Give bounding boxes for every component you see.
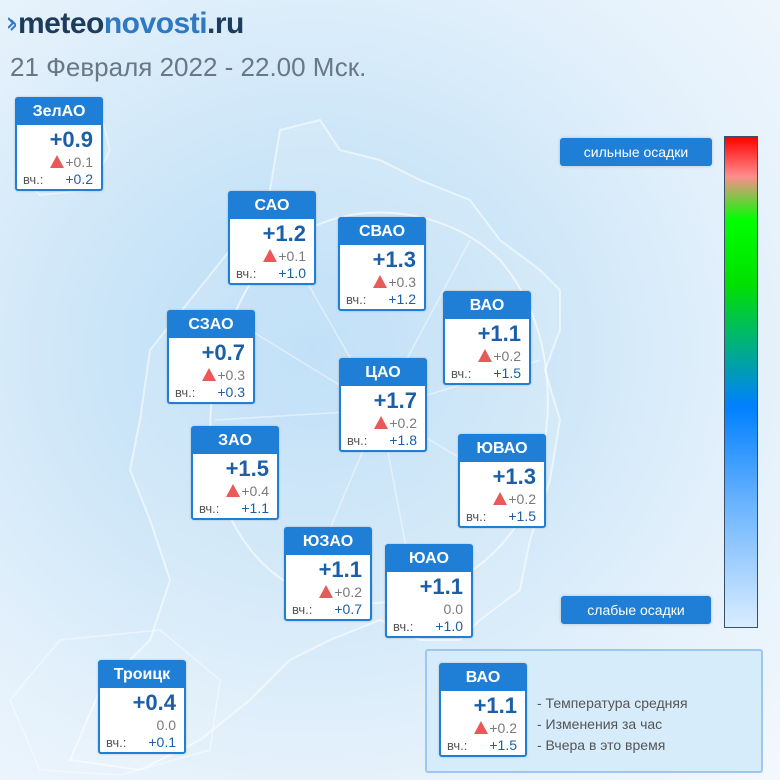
weak-precipitation-label: слабые осадки (561, 596, 711, 624)
trend-up-icon (373, 275, 388, 288)
hourly-change: +0.4 (226, 483, 269, 499)
yesterday-temp: +1.2 (388, 291, 416, 307)
trend-up-icon (226, 484, 241, 497)
district-temp: +0.4 (132, 690, 176, 715)
yesterday-label: вч.: (236, 266, 257, 281)
trend-up-icon (319, 585, 334, 598)
new-moscow-outline (9, 629, 221, 776)
legend-item-change: - Изменения за час (537, 716, 663, 732)
forecast-date: 21 Февраля 2022 - 22.00 Мск. (10, 52, 367, 82)
district-temp: +1.1 (473, 693, 517, 718)
district-card-troitsk[interactable]: Троицк +0.4 0.0 вч.: +0.1 (98, 660, 186, 754)
hourly-change: 0.0 (443, 601, 463, 617)
district-temp: +1.1 (318, 557, 362, 582)
trend-up-icon (374, 416, 389, 429)
district-temp: +1.7 (373, 388, 417, 413)
district-name: ВАО (445, 293, 529, 319)
yesterday-temp: +1.5 (489, 737, 517, 753)
yesterday-label: вч.: (346, 292, 367, 307)
hourly-change: +0.3 (202, 367, 245, 383)
district-card-szao[interactable]: СЗАО +0.7 +0.3 вч.: +0.3 (167, 310, 255, 404)
district-lines (214, 239, 541, 621)
district-temp: +1.3 (492, 464, 536, 489)
yesterday-label: вч.: (393, 619, 414, 634)
yesterday-label: вч.: (199, 501, 220, 516)
district-card-yuzao[interactable]: ЮЗАО +1.1 +0.2 вч.: +0.7 (284, 527, 372, 621)
legend-item-yesterday: - Вчера в это время (537, 737, 666, 753)
district-temp: +1.2 (262, 221, 306, 246)
trend-up-icon (202, 368, 217, 381)
district-temp: +1.3 (372, 247, 416, 272)
district-card-zao[interactable]: ЗАО +1.5 +0.4 вч.: +1.1 (191, 426, 279, 520)
yesterday-label: вч.: (292, 602, 313, 617)
hourly-change: 0.0 (156, 717, 176, 733)
yesterday-temp: +1.1 (241, 500, 269, 516)
hourly-change: +0.2 (319, 584, 362, 600)
yesterday-temp: +0.2 (65, 171, 93, 187)
district-card-yuao[interactable]: ЮАО +1.1 0.0 вч.: +1.0 (385, 544, 473, 638)
district-temp: +0.7 (201, 340, 245, 365)
sample-district-card: ВАО +1.1 +0.2 вч.: +1.5 (439, 663, 527, 757)
site-logo[interactable]: meteonovosti.ru (8, 6, 244, 42)
district-temp: +1.1 (419, 574, 463, 599)
hourly-change: +0.2 (374, 415, 417, 431)
hourly-change: +0.2 (493, 491, 536, 507)
district-name: Троицк (100, 662, 184, 688)
hourly-change: +0.2 (474, 720, 517, 736)
yesterday-label: вч.: (175, 385, 196, 400)
district-name: ЗАО (193, 428, 277, 454)
hourly-change: +0.3 (373, 274, 416, 290)
district-card-yuvao[interactable]: ЮВАО +1.3 +0.2 вч.: +1.5 (458, 434, 546, 528)
yesterday-label: вч.: (466, 509, 487, 524)
hourly-change: +0.1 (50, 154, 93, 170)
logo-ru: .ru (207, 7, 244, 40)
precipitation-color-scale (724, 136, 758, 628)
district-name: СЗАО (169, 312, 253, 338)
yesterday-temp: +0.1 (148, 734, 176, 750)
district-name: САО (230, 193, 314, 219)
district-card-cao[interactable]: ЦАО +1.7 +0.2 вч.: +1.8 (339, 358, 427, 452)
legend-items: - Температура средняя - Изменения за час… (537, 693, 688, 756)
hourly-change: +0.2 (478, 348, 521, 364)
logo-arrows-icon (8, 17, 16, 31)
district-name: ЗелАО (17, 99, 101, 125)
yesterday-temp: +1.0 (278, 265, 306, 281)
district-name: ЮАО (387, 546, 471, 572)
trend-up-icon (493, 492, 508, 505)
district-card-sao[interactable]: САО +1.2 +0.1 вч.: +1.0 (228, 191, 316, 285)
yesterday-temp: +1.5 (508, 508, 536, 524)
district-name: ЦАО (341, 360, 425, 386)
logo-novosti: novosti (103, 7, 208, 40)
trend-up-icon (478, 349, 493, 362)
trend-up-icon (474, 721, 489, 734)
yesterday-temp: +1.0 (435, 618, 463, 634)
yesterday-label: вч.: (447, 738, 468, 753)
district-card-svao[interactable]: СВАО +1.3 +0.3 вч.: +1.2 (338, 217, 426, 311)
district-name: ЮВАО (460, 436, 544, 462)
yesterday-temp: +0.7 (334, 601, 362, 617)
yesterday-temp: +1.8 (389, 432, 417, 448)
legend-key-box: ВАО +1.1 +0.2 вч.: +1.5 - Температура ср… (425, 649, 763, 773)
district-temp: +1.5 (225, 456, 269, 481)
strong-precipitation-label: сильные осадки (560, 138, 712, 166)
yesterday-temp: +1.5 (493, 365, 521, 381)
logo-meteo: meteo (18, 7, 104, 40)
district-name: СВАО (340, 219, 424, 245)
yesterday-label: вч.: (347, 433, 368, 448)
district-temp: +0.9 (49, 127, 93, 152)
yesterday-temp: +0.3 (217, 384, 245, 400)
trend-up-icon (263, 249, 278, 262)
district-card-zelao[interactable]: ЗелАО +0.9 +0.1 вч.: +0.2 (15, 97, 103, 191)
yesterday-label: вч.: (451, 366, 472, 381)
district-temp: +1.1 (477, 321, 521, 346)
district-name: ВАО (441, 665, 525, 691)
yesterday-label: вч.: (106, 735, 127, 750)
district-name: ЮЗАО (286, 529, 370, 555)
legend-item-temp: - Температура средняя (537, 695, 688, 711)
district-card-vao[interactable]: ВАО +1.1 +0.2 вч.: +1.5 (443, 291, 531, 385)
yesterday-label: вч.: (23, 172, 44, 187)
trend-up-icon (50, 155, 65, 168)
hourly-change: +0.1 (263, 248, 306, 264)
